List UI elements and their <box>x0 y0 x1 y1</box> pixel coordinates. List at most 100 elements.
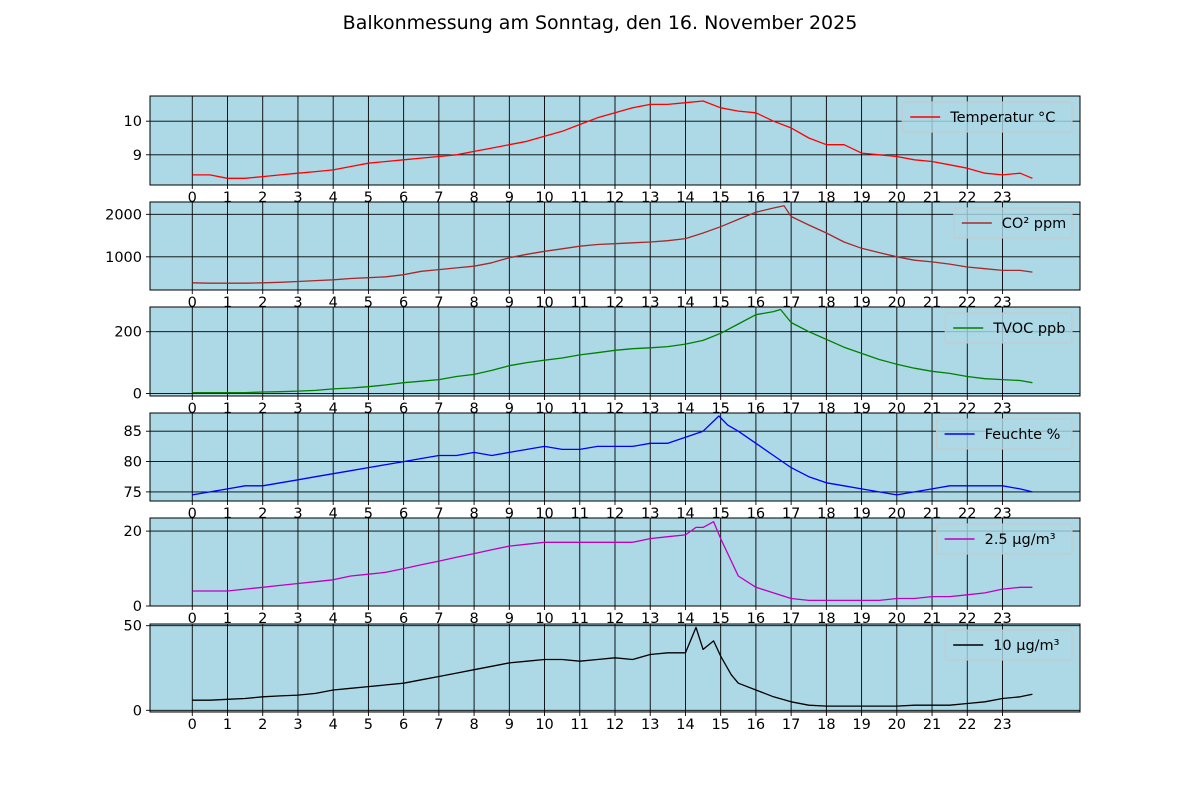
x-tick-label: 3 <box>293 190 302 206</box>
x-tick-label: 18 <box>817 611 835 627</box>
x-tick-label: 17 <box>782 611 800 627</box>
x-tick-label: 13 <box>641 611 659 627</box>
x-tick-label: 11 <box>571 717 589 733</box>
x-tick-label: 8 <box>469 611 478 627</box>
x-tick-label: 2 <box>258 401 267 417</box>
x-tick-label: 1 <box>223 401 232 417</box>
x-tick-label: 7 <box>434 717 443 733</box>
plot-frame <box>149 412 1081 502</box>
subplot-2: 0 1 2 3 4 5 6 7 8 9 10 11 12 13 14 15 16 17 18 19 20 21 22 2310… <box>105 201 1081 311</box>
x-tick-label: 8 <box>469 401 478 417</box>
x-tick-label: 21 <box>923 611 941 627</box>
legend-label: CO² ppm <box>1002 216 1067 232</box>
y-tick-label: 85 <box>124 424 142 440</box>
legend-label: Feuchte % <box>985 427 1061 443</box>
plot-frame <box>149 201 1081 291</box>
x-tick-label: 9 <box>505 401 514 417</box>
x-tick-label: 3 <box>293 717 302 733</box>
series-line <box>192 415 1033 496</box>
x-tick-label: 16 <box>747 611 765 627</box>
x-tick-label: 20 <box>888 717 906 733</box>
subplot-1: 0 1 2 3 4 5 6 7 8 9 10 11 12 13 14 15 16 17 18 19 20 21 22 2391… <box>124 95 1081 206</box>
x-tick-label: 8 <box>469 190 478 206</box>
x-tick-label: 5 <box>364 190 373 206</box>
x-tick-label: 8 <box>469 295 478 311</box>
x-tick-label: 12 <box>606 717 624 733</box>
x-tick-label: 6 <box>399 717 408 733</box>
x-tick-label: 0 <box>188 190 197 206</box>
legend-label: Temperatur °C <box>949 110 1055 126</box>
x-tick-label: 16 <box>747 717 765 733</box>
x-tick-label: 0 <box>188 295 197 311</box>
series-line <box>192 100 1033 179</box>
x-tick-label: 2 <box>258 506 267 522</box>
x-tick-label: 5 <box>364 506 373 522</box>
x-tick-label: 8 <box>469 717 478 733</box>
x-tick-label: 3 <box>293 611 302 627</box>
x-tick-label: 6 <box>399 401 408 417</box>
x-tick-label: 6 <box>399 295 408 311</box>
subplot-4: 0 1 2 3 4 5 6 7 8 9 10 11 12 13 14 15 16 17 18 19 20 21 22 2375… <box>124 412 1081 522</box>
y-tick-label: 2000 <box>105 207 142 223</box>
x-tick-label: 18 <box>817 717 835 733</box>
plot-frame <box>149 517 1081 607</box>
y-tick-label: 9 <box>133 148 142 164</box>
x-tick-label: 7 <box>434 295 443 311</box>
series-line <box>192 308 1033 394</box>
x-tick-label: 14 <box>676 717 694 733</box>
y-tick-label: 1000 <box>105 250 142 266</box>
y-tick-label: 0 <box>133 703 142 719</box>
y-tick-label: 0 <box>133 387 142 403</box>
x-tick-label: 7 <box>434 506 443 522</box>
x-tick-label: 5 <box>364 401 373 417</box>
subplot-3: 0 1 2 3 4 5 6 7 8 9 10 11 12 13 14 15 16 17 18 19 20 21 22 2302… <box>114 306 1081 417</box>
y-tick-label: 75 <box>124 485 142 501</box>
legend-box <box>936 523 1073 555</box>
plot-frame <box>149 95 1081 186</box>
legend-box <box>953 207 1073 239</box>
x-tick-label: 2 <box>258 611 267 627</box>
x-tick-label: 13 <box>641 717 659 733</box>
subplot-6: 0 1 2 3 4 5 6 7 8 9 10 11 12 13 14 15 16 17 18 19 20 21 22 2305… <box>124 619 1081 733</box>
y-tick-label: 200 <box>114 325 142 341</box>
x-tick-label: 6 <box>399 190 408 206</box>
x-tick-label: 9 <box>505 717 514 733</box>
x-tick-label: 9 <box>505 506 514 522</box>
x-tick-label: 22 <box>958 611 976 627</box>
series-line <box>192 521 1033 602</box>
plot-frame <box>149 623 1081 713</box>
x-tick-label: 10 <box>535 717 553 733</box>
x-tick-label: 4 <box>329 295 338 311</box>
series-line <box>192 205 1033 284</box>
series-line <box>192 626 1033 707</box>
x-tick-label: 19 <box>852 717 870 733</box>
x-tick-label: 23 <box>993 717 1011 733</box>
x-tick-label: 0 <box>188 611 197 627</box>
x-tick-label: 3 <box>293 506 302 522</box>
x-tick-label: 2 <box>258 190 267 206</box>
x-tick-label: 3 <box>293 401 302 417</box>
x-tick-label: 7 <box>434 401 443 417</box>
x-tick-label: 4 <box>329 717 338 733</box>
x-tick-label: 4 <box>329 401 338 417</box>
x-tick-label: 15 <box>711 717 729 733</box>
x-tick-label: 5 <box>364 717 373 733</box>
subplot-5: 0 1 2 3 4 5 6 7 8 9 10 11 12 13 14 15 16 17 18 19 20 21 22 2302… <box>124 517 1081 627</box>
x-tick-label: 20 <box>888 611 906 627</box>
x-tick-label: 9 <box>505 295 514 311</box>
x-tick-label: 2 <box>258 717 267 733</box>
x-tick-label: 14 <box>676 611 694 627</box>
x-tick-label: 4 <box>329 506 338 522</box>
x-tick-label: 1 <box>223 190 232 206</box>
legend-label: 10 µg/m³ <box>993 638 1059 654</box>
legend-box <box>944 312 1073 344</box>
x-tick-label: 17 <box>782 717 800 733</box>
x-tick-label: 23 <box>993 611 1011 627</box>
legend-box <box>901 101 1073 133</box>
x-tick-label: 5 <box>364 611 373 627</box>
legend-label: TVOC ppb <box>992 321 1065 337</box>
y-tick-label: 10 <box>124 114 142 130</box>
x-tick-label: 0 <box>188 717 197 733</box>
x-tick-label: 8 <box>469 506 478 522</box>
plot-frame <box>149 306 1081 397</box>
